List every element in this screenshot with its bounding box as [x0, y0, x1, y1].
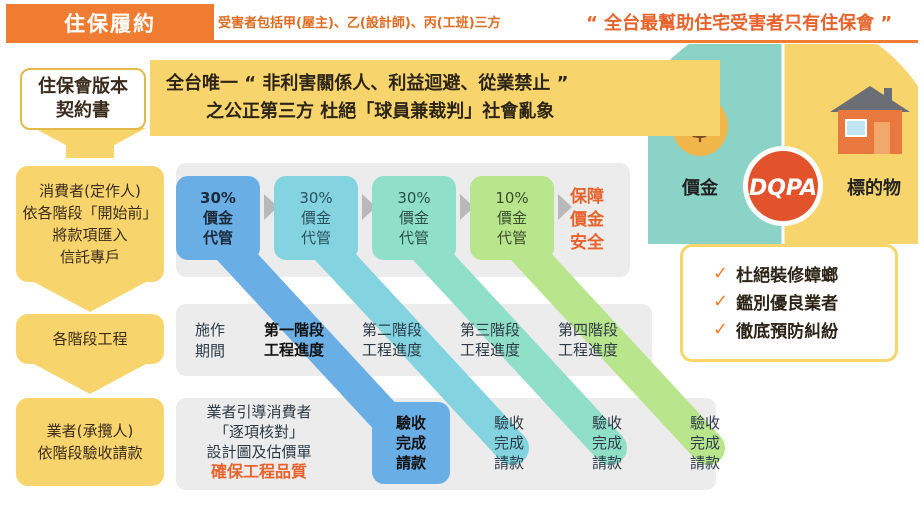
accept-l2: 完成 [689, 434, 720, 452]
period-line: 施作 [194, 321, 225, 339]
stage-l2: 工程進度 [263, 341, 324, 359]
benefit-text: 徹底預防糾紛 [736, 321, 839, 342]
escrow-pct: 30% [397, 189, 431, 207]
escrow-l2: 代管 [496, 229, 527, 247]
benefits-panel: ✓ 杜絕裝修蟑螂 ✓ 鑑別優良業者 ✓ 徹底預防糾紛 [680, 244, 898, 362]
escrow-pct: 30% [200, 189, 236, 207]
quality-text: 確保工程品質 [210, 462, 307, 481]
flow-text: 消費者(定作人) [39, 182, 141, 200]
check-icon: ✓ [713, 290, 729, 312]
escrow-l1: 價金 [398, 209, 429, 227]
header-divider [6, 40, 918, 43]
flow-text: 各階段工程 [52, 330, 128, 348]
accept-l1: 驗收 [493, 414, 524, 432]
escrow-l2: 代管 [300, 229, 331, 247]
stage-l1: 第四階段 [557, 321, 618, 339]
acceptance-box: 驗收 完成 請款 [568, 402, 646, 484]
guarantee-line: 保障 [570, 187, 604, 207]
intro-line: 業者引導消費者 [206, 403, 312, 421]
check-icon: ✓ [713, 318, 729, 340]
benefit-item: ✓ 徹底預防糾紛 [683, 315, 895, 343]
acceptance-box: 驗收 完成 請款 [470, 402, 548, 484]
flow-text: 將款項匯入 [52, 226, 128, 244]
stage-connector [495, 219, 725, 465]
stage-l2: 工程進度 [557, 341, 618, 359]
house-icon [830, 86, 910, 154]
escrow-box: 30% 價金代管 [176, 176, 260, 260]
accept-l3: 請款 [591, 454, 622, 472]
flow-step-consumer: 消費者(定作人) 依各階段「開始前」 將款項匯入 信託專戶 [16, 166, 164, 282]
flow-text: 依階段驗收請款 [37, 444, 143, 462]
chevron-right-icon [558, 194, 572, 220]
flow-arrow-1 [34, 128, 146, 158]
escrow-box: 30% 價金代管 [274, 176, 358, 260]
flow-step-contractor: 業者(承攬人) 依階段驗收請款 [16, 398, 164, 486]
escrow-l1: 價金 [300, 209, 331, 227]
stage-box: 第一階段 工程進度 [252, 304, 336, 376]
principle-banner: 全台唯一 “ 非利害關係人、利益迴避、從業禁止 ” 之公正第三方 杜絕「球員兼裁… [150, 60, 720, 136]
flow-text: 依各階段「開始前」 [22, 204, 158, 222]
banner-line-2: 之公正第三方 杜絕「球員兼裁判」社會亂象 [206, 101, 555, 122]
contract-box: 住保會版本 契約書 [20, 68, 146, 130]
intro-line: 「逐項核對」 [213, 423, 304, 441]
stage-l1: 第一階段 [263, 321, 324, 339]
stage-l2: 工程進度 [361, 341, 422, 359]
escrow-pct: 10% [495, 189, 529, 207]
guarantee-line: 安全 [570, 233, 604, 253]
construction-period-label: 施作 期間 [180, 320, 240, 362]
accept-l3: 請款 [493, 454, 524, 472]
intro-line: 設計圖及估價單 [206, 443, 312, 461]
flow-text: 信託專戶 [59, 248, 120, 266]
guarantee-line: 價金 [570, 210, 604, 230]
accept-l2: 完成 [395, 434, 426, 452]
acceptance-box: 驗收 完成 請款 [666, 402, 744, 484]
accept-l1: 驗收 [591, 414, 622, 432]
page-title: 住保履約 [6, 4, 214, 42]
acceptance-intro: 業者引導消費者 「逐項核對」 設計圖及估價單 確保工程品質 [184, 402, 334, 482]
escrow-box: 10% 價金代管 [470, 176, 554, 260]
benefit-text: 鑑別優良業者 [736, 293, 839, 314]
property-label: 標的物 [847, 177, 901, 199]
stage-connector [299, 219, 529, 465]
accept-l2: 完成 [591, 434, 622, 452]
stage-l2: 工程進度 [459, 341, 520, 359]
dqpa-logo [748, 151, 818, 221]
accept-l1: 驗收 [689, 414, 720, 432]
escrow-l1: 價金 [202, 209, 233, 227]
stage-box: 第四階段 工程進度 [546, 304, 630, 376]
check-icon: ✓ [713, 262, 729, 284]
banner-line-1: 全台唯一 “ 非利害關係人、利益迴避、從業禁止 ” [166, 73, 569, 94]
benefit-item: ✓ 鑑別優良業者 [683, 287, 895, 315]
header-slogan: “ 全台最幫助住宅受害者只有住保會 ” [586, 13, 893, 34]
stage-l1: 第二階段 [361, 321, 422, 339]
escrow-l2: 代管 [398, 229, 429, 247]
escrow-l2: 代管 [202, 229, 233, 247]
escrow-pct: 30% [299, 189, 333, 207]
price-label: 價金 [681, 177, 719, 199]
flow-text: 業者(承攬人) [46, 422, 134, 440]
flow-arrow-2 [34, 282, 146, 312]
accept-l2: 完成 [493, 434, 524, 452]
period-line: 期間 [194, 342, 225, 360]
contract-line-2: 契約書 [56, 100, 110, 121]
guarantee-text: 保障 價金 安全 [552, 186, 622, 255]
stage-box: 第二階段 工程進度 [350, 304, 434, 376]
stage-box: 第三階段 工程進度 [448, 304, 532, 376]
header-subtitle: 受害者包括甲(屋主)、乙(設計師)、丙(工班)三方 [218, 16, 501, 31]
benefit-item: ✓ 杜絕裝修蟑螂 [683, 259, 895, 287]
stage-connector [397, 219, 627, 465]
stage-l1: 第三階段 [459, 321, 520, 339]
flow-arrow-3 [34, 364, 146, 394]
accept-l3: 請款 [395, 454, 426, 472]
escrow-box: 30% 價金代管 [372, 176, 456, 260]
accept-l1: 驗收 [395, 414, 426, 432]
benefit-text: 杜絕裝修蟑螂 [736, 265, 839, 286]
escrow-l1: 價金 [496, 209, 527, 227]
logo-text: DQPA [749, 176, 817, 201]
contract-line-1: 住保會版本 [38, 76, 128, 97]
accept-l3: 請款 [689, 454, 720, 472]
flow-step-works: 各階段工程 [16, 314, 164, 364]
acceptance-box: 驗收 完成 請款 [372, 402, 450, 484]
